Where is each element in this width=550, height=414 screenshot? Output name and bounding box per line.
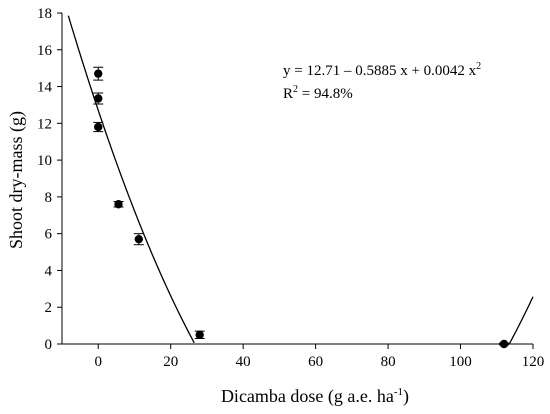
point-marker	[499, 339, 509, 349]
x-tick-label: 80	[381, 354, 396, 370]
point-marker	[94, 122, 103, 132]
x-ticks: 0 20 40 60 80 100 120	[94, 344, 544, 370]
point-marker	[94, 69, 103, 78]
r-squared-pre: R	[283, 86, 293, 102]
axes	[61, 13, 533, 345]
y-ticks: 0 2 4 6 8 10 12 14 16 18	[37, 6, 62, 353]
x-tick-label: 100	[449, 354, 472, 370]
data-point	[499, 339, 510, 349]
fit-curve-segment	[67, 15, 195, 344]
y-tick-label: 8	[45, 190, 53, 206]
y-tick-label: 6	[45, 227, 53, 243]
data-point	[93, 66, 104, 81]
data-point	[93, 92, 104, 105]
fit-curve	[67, 15, 534, 344]
x-tick-label: 20	[163, 354, 178, 370]
x-tick-label: 40	[236, 354, 251, 370]
x-axis-title-sup: -1	[394, 386, 403, 398]
fit-curve-segment	[508, 296, 534, 344]
y-axis-title: Shoot dry-mass (g)	[6, 111, 27, 249]
point-marker	[94, 94, 103, 103]
r-squared: R2 = 94.8%	[283, 84, 353, 102]
equation-sup: 2	[476, 61, 481, 72]
x-axis-title-main: Dicamba dose (g a.e. ha	[221, 386, 394, 407]
y-tick-label: 4	[45, 263, 53, 279]
point-marker	[134, 234, 144, 244]
r-squared-sup: 2	[293, 84, 298, 95]
data-point	[113, 200, 124, 209]
x-tick-label: 0	[94, 354, 102, 370]
data-points	[93, 66, 510, 349]
y-tick-label: 10	[37, 153, 52, 169]
y-tick-label: 2	[45, 300, 53, 316]
data-point	[133, 233, 144, 246]
r-squared-post: = 94.8%	[298, 86, 353, 102]
x-tick-label: 120	[522, 354, 545, 370]
equation-line-1: y = 12.71 – 0.5885 x + 0.0042 x2	[283, 61, 481, 79]
y-tick-label: 18	[37, 6, 52, 22]
equation-main: y = 12.71 – 0.5885 x + 0.0042 x	[283, 63, 477, 79]
data-point	[194, 330, 205, 340]
x-axis-title-close: )	[403, 386, 409, 407]
y-tick-label: 14	[37, 80, 53, 96]
point-marker	[195, 330, 204, 340]
x-axis-title: Dicamba dose (g a.e. ha-1)	[221, 386, 409, 407]
data-point	[93, 121, 104, 133]
y-tick-label: 0	[45, 337, 53, 353]
point-marker	[114, 200, 123, 209]
y-tick-label: 12	[37, 116, 52, 132]
x-tick-label: 60	[308, 354, 323, 370]
y-tick-label: 16	[37, 43, 53, 59]
